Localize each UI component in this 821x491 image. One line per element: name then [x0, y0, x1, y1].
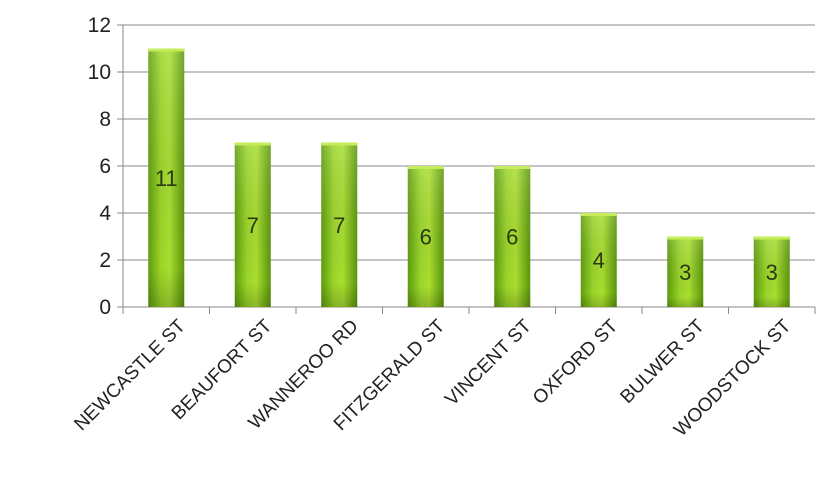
- bar-shade: [148, 48, 185, 307]
- bar-oxford-st: [580, 213, 617, 307]
- bar-beaufort-st: [234, 142, 271, 307]
- bar-top-highlight: [667, 236, 704, 240]
- x-tick-label: VINCENT ST: [441, 315, 536, 410]
- data-label: 6: [420, 225, 432, 250]
- bar-shade: [753, 236, 790, 307]
- data-label: 6: [506, 225, 518, 250]
- bar-vincent-st: [494, 166, 531, 307]
- bar-fitzgerald-st: [407, 166, 444, 307]
- bar-top-highlight: [580, 213, 617, 216]
- bar-top-highlight: [148, 48, 185, 52]
- data-label: 7: [247, 213, 259, 238]
- x-tick-label: OXFORD ST: [529, 315, 623, 409]
- y-tick-label: 6: [99, 155, 111, 178]
- bar-shade: [494, 166, 531, 307]
- bar-top-highlight: [494, 166, 531, 169]
- x-tick-label: NEWCASTLE ST: [70, 315, 190, 435]
- axes: [117, 24, 816, 314]
- grid-lines: [123, 24, 815, 261]
- bar-top-highlight: [753, 236, 790, 240]
- y-tick-label: 4: [99, 202, 111, 225]
- data-label: 11: [155, 166, 178, 191]
- x-tick-label: BULWER ST: [617, 315, 710, 408]
- y-tick-label: 12: [88, 14, 111, 37]
- data-label: 3: [766, 260, 778, 285]
- bar-wanneroo-rd: [321, 142, 358, 307]
- bar-newcastle-st: [148, 48, 185, 307]
- bars: [148, 48, 790, 307]
- data-label: 3: [679, 260, 691, 285]
- bar-shade: [234, 142, 271, 307]
- y-tick-label: 0: [99, 296, 111, 319]
- y-tick-label: 10: [88, 61, 111, 84]
- data-label: 7: [333, 213, 345, 238]
- data-label: 4: [593, 248, 605, 273]
- y-tick-label: 2: [99, 249, 111, 272]
- data-labels: 11 7 7 6 6 4 3 3: [155, 166, 778, 285]
- bar-shade: [580, 213, 617, 307]
- bar-top-highlight: [234, 142, 271, 146]
- y-tick-labels: 0 2 4 6 8 10 12: [88, 14, 112, 319]
- bar-top-highlight: [321, 142, 358, 146]
- bar-shade: [407, 166, 444, 307]
- bar-woodstock-st: [753, 236, 790, 307]
- bar-top-highlight: [407, 166, 444, 169]
- bar-bulwer-st: [667, 236, 704, 307]
- bar-shade: [667, 236, 704, 307]
- y-tick-label: 8: [99, 108, 111, 131]
- bar-shade: [321, 142, 358, 307]
